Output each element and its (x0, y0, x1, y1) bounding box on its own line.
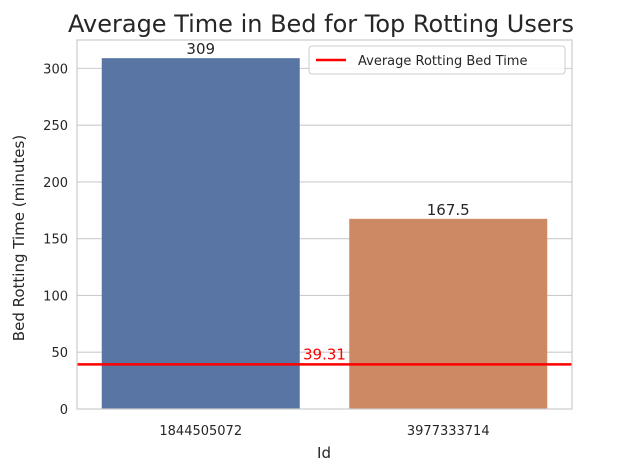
x-tick-label: 1844505072 (159, 424, 242, 439)
y-tick-label: 0 (60, 403, 68, 418)
reference-line-label: 39.31 (303, 345, 346, 363)
legend: Average Rotting Bed Time (308, 45, 566, 75)
reference-line-group: 39.31 (77, 345, 572, 366)
bar-value-label: 309 (186, 40, 215, 58)
legend-entry: Average Rotting Bed Time (358, 54, 527, 69)
bars: 309 167.5 (101, 40, 548, 410)
x-tick-label: 3977333714 (407, 424, 490, 439)
x-axis-label: Id (317, 444, 331, 462)
y-tick-label: 200 (43, 176, 68, 191)
y-tick-label: 250 (43, 119, 68, 134)
y-axis-ticks: 0 50 100 150 200 250 300 (43, 62, 68, 418)
plot-frame (76, 39, 573, 410)
bar (349, 218, 548, 409)
chart-title: Average Time in Bed for Top Rotting User… (68, 10, 574, 38)
x-axis-ticks: 1844505072 3977333714 (159, 424, 489, 439)
y-tick-label: 50 (51, 346, 68, 361)
bar-value-label: 167.5 (427, 201, 470, 219)
y-tick-label: 300 (43, 62, 68, 77)
legend-box (308, 45, 566, 75)
y-tick-label: 150 (43, 233, 68, 248)
bar (101, 58, 300, 410)
y-tick-label: 100 (43, 289, 68, 304)
y-axis-label: Bed Rotting Time (minutes) (10, 135, 28, 341)
